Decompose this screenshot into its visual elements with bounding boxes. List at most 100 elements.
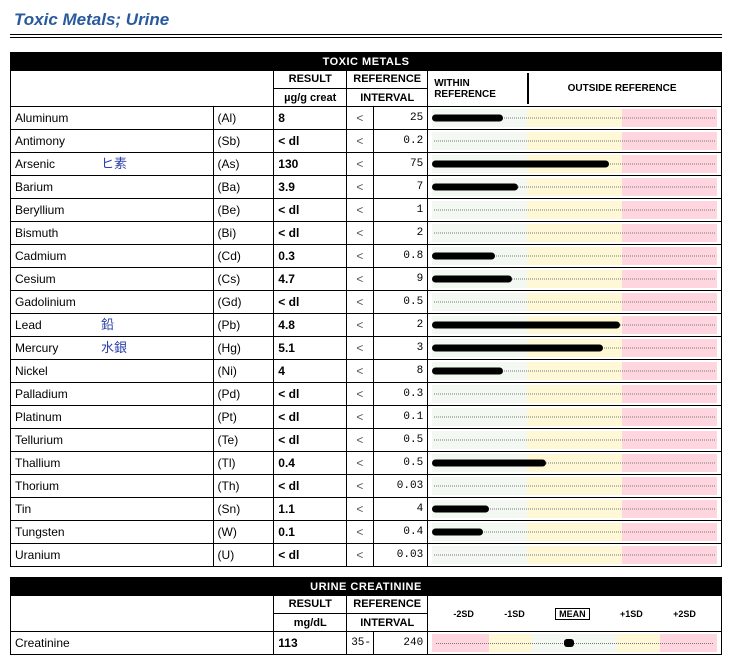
bar-cell (428, 383, 722, 406)
metal-name: Beryllium (11, 199, 214, 222)
bar-cell (428, 130, 722, 153)
metal-name: Uranium (11, 544, 214, 567)
metal-name: Aluminum (11, 107, 214, 130)
bar-cell (428, 544, 722, 567)
within-label: WITHIN (434, 78, 470, 89)
reference-value: 3 (373, 337, 428, 360)
metal-result: < dl (274, 429, 347, 452)
reference-value: 0.4 (373, 521, 428, 544)
less-than-symbol: < (347, 498, 373, 521)
toxic-metals-table: TOXIC METALS RESULT REFERENCE WITHIN REF… (10, 52, 722, 567)
metal-symbol: (Ba) (213, 176, 274, 199)
creat-header-row-1: RESULT REFERENCE -2SD -1SD MEAN +1SD +2S… (11, 596, 722, 614)
less-than-symbol: < (347, 153, 373, 176)
metal-result: 0.4 (274, 452, 347, 475)
table-row: Tin(Sn)1.1<4 (11, 498, 722, 521)
metal-result: 5.1 (274, 337, 347, 360)
page-title: Toxic Metals; Urine (10, 10, 722, 34)
bar-cell (428, 521, 722, 544)
metal-result: 8 (274, 107, 347, 130)
bar-cell (428, 245, 722, 268)
reference-value: 0.3 (373, 383, 428, 406)
metal-result: < dl (274, 199, 347, 222)
reference-value: 0.5 (373, 452, 428, 475)
metal-symbol: (Sn) (213, 498, 274, 521)
reference-header: REFERENCE (347, 71, 428, 89)
cre-ref-high: 240 (373, 632, 428, 655)
metal-name: Palladium (11, 383, 214, 406)
less-than-symbol: < (347, 222, 373, 245)
reference-value: 1 (373, 199, 428, 222)
metal-symbol: (Al) (213, 107, 274, 130)
cre-name: Creatinine (11, 632, 274, 655)
metal-name: Arsenicヒ素 (11, 153, 214, 176)
result-bar (432, 184, 517, 191)
metal-symbol: (As) (213, 153, 274, 176)
table-row: Thorium(Th)< dl<0.03 (11, 475, 722, 498)
metal-symbol: (Te) (213, 429, 274, 452)
metal-result: < dl (274, 222, 347, 245)
zones-header: WITHIN REFERENCE OUTSIDE REFERENCE (428, 71, 722, 107)
metal-symbol: (Gd) (213, 291, 274, 314)
metal-symbol: (Th) (213, 475, 274, 498)
less-than-symbol: < (347, 544, 373, 567)
reference-value: 0.5 (373, 429, 428, 452)
blank-header-cre (11, 596, 274, 632)
metal-name: Tellurium (11, 429, 214, 452)
sd-m1: -1SD (504, 609, 525, 619)
less-than-symbol: < (347, 199, 373, 222)
metal-name: Nickel (11, 360, 214, 383)
bar-cell (428, 337, 722, 360)
cre-result-header: RESULT (274, 596, 347, 614)
sd-header: -2SD -1SD MEAN +1SD +2SD (428, 596, 722, 632)
metal-name: Thallium (11, 452, 214, 475)
table-header-row-1: RESULT REFERENCE WITHIN REFERENCE OUTSID… (11, 71, 722, 89)
reference-value: 2 (373, 222, 428, 245)
bar-cell (428, 498, 722, 521)
reference-interval: INTERVAL (347, 89, 428, 107)
result-bar (432, 460, 546, 467)
divider (10, 34, 722, 38)
metal-name: Tungsten (11, 521, 214, 544)
bar-cell (428, 222, 722, 245)
sd-mean: MEAN (555, 608, 590, 620)
sd-p2: +2SD (673, 609, 696, 619)
handwritten-annotation: 水銀 (101, 337, 127, 356)
metal-symbol: (U) (213, 544, 274, 567)
bar-cell (428, 291, 722, 314)
metal-result: 4.8 (274, 314, 347, 337)
metal-symbol: (Pb) (213, 314, 274, 337)
metal-result: < dl (274, 544, 347, 567)
bar-cell (428, 268, 722, 291)
less-than-symbol: < (347, 383, 373, 406)
table-row: Tellurium(Te)< dl<0.5 (11, 429, 722, 452)
metal-name: Platinum (11, 406, 214, 429)
bar-cell (428, 406, 722, 429)
reference-value: 2 (373, 314, 428, 337)
metal-result: < dl (274, 291, 347, 314)
result-bar (432, 345, 603, 352)
metal-name: Lead鉛 (11, 314, 214, 337)
less-than-symbol: < (347, 268, 373, 291)
metal-name: Thorium (11, 475, 214, 498)
creatinine-table: URINE CREATININE RESULT REFERENCE -2SD -… (10, 577, 722, 655)
metal-symbol: (Cd) (213, 245, 274, 268)
metal-symbol: (Sb) (213, 130, 274, 153)
metal-symbol: (Pt) (213, 406, 274, 429)
bar-cell (428, 314, 722, 337)
result-bar (432, 253, 495, 260)
cre-result: 113 (274, 632, 347, 655)
metal-name: Mercury水銀 (11, 337, 214, 360)
table-row: Gadolinium(Gd)< dl<0.5 (11, 291, 722, 314)
table-row: Lead鉛(Pb)4.8<2 (11, 314, 722, 337)
metal-result: < dl (274, 383, 347, 406)
reference-value: 0.8 (373, 245, 428, 268)
cre-marker (564, 639, 574, 647)
less-than-symbol: < (347, 130, 373, 153)
less-than-symbol: < (347, 429, 373, 452)
metal-result: 0.1 (274, 521, 347, 544)
metal-result: 4.7 (274, 268, 347, 291)
table-row: Tungsten(W)0.1<0.4 (11, 521, 722, 544)
table-row: Mercury水銀(Hg)5.1<3 (11, 337, 722, 360)
table-row: Cesium(Cs)4.7<9 (11, 268, 722, 291)
